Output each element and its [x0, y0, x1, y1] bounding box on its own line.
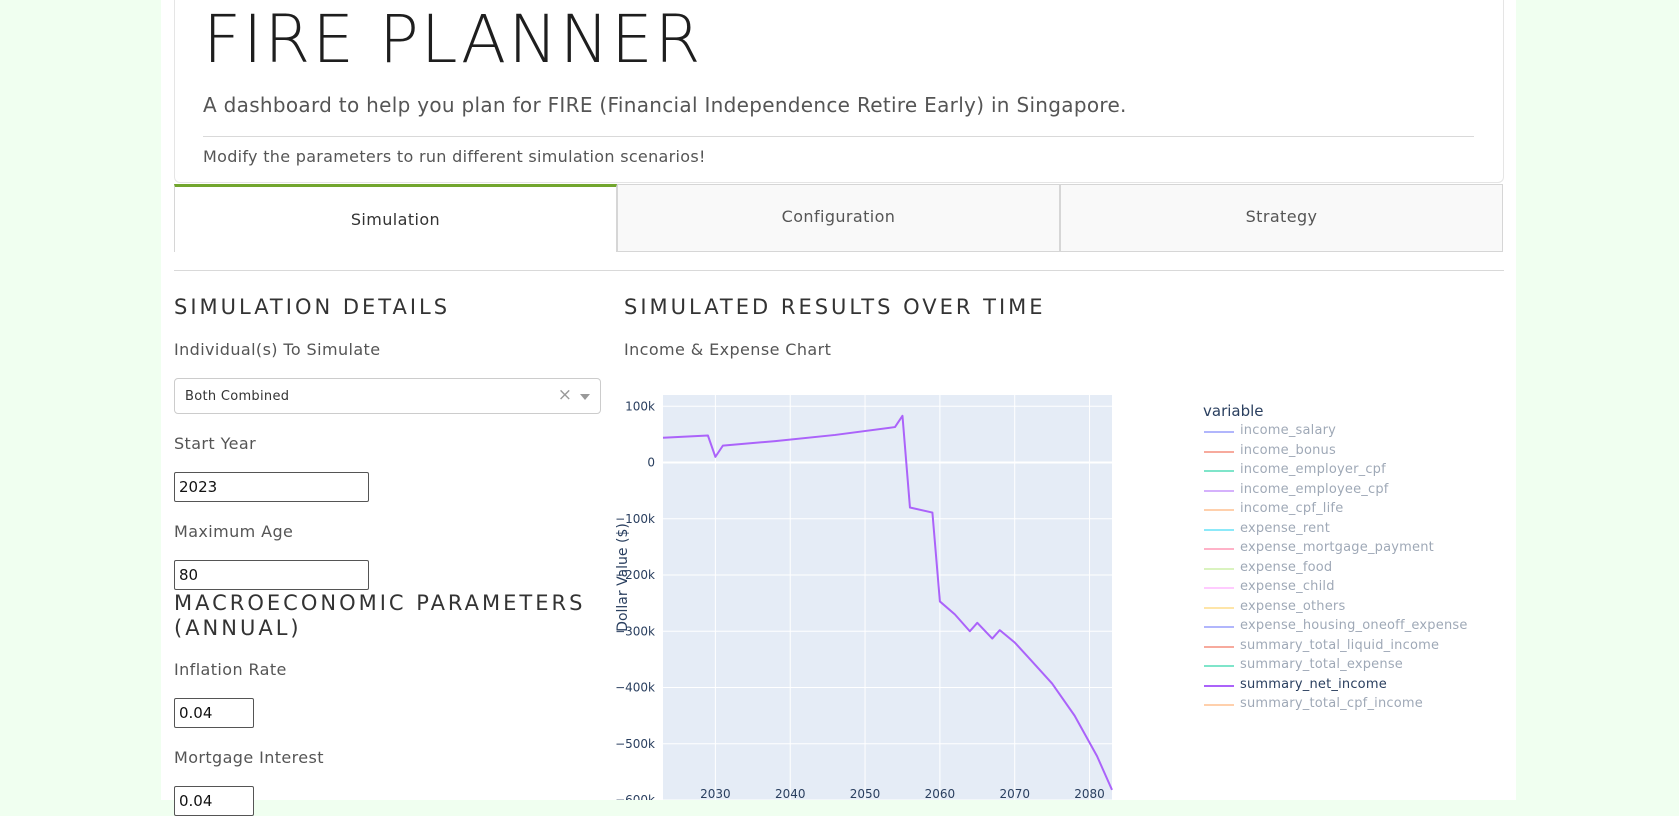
y-tick-label: −300k — [615, 624, 655, 638]
legend-item-income_employer_cpf[interactable]: income_employer_cpf — [1204, 462, 1504, 480]
tab-divider — [174, 270, 1504, 271]
legend-label: expense_others — [1240, 598, 1346, 614]
legend-swatch — [1204, 548, 1234, 550]
page-container: FIRE PLANNER A dashboard to help you pla… — [161, 0, 1516, 816]
legend-swatch — [1204, 450, 1234, 453]
macro-parameters-title-line2: (ANNUAL) — [174, 616, 302, 640]
legend-label: income_salary — [1240, 423, 1337, 438]
legend-label: income_cpf_life — [1240, 501, 1344, 516]
max-age-label: Maximum Age — [174, 522, 294, 541]
tab-configuration[interactable]: Configuration — [617, 184, 1060, 252]
legend-label: summary_total_liquid_income — [1240, 637, 1440, 653]
x-tick-label: 2060 — [925, 787, 956, 800]
legend-swatch — [1204, 645, 1234, 648]
page-title: FIRE PLANNER — [203, 1, 703, 78]
y-tick-label: 0 — [647, 456, 655, 470]
header-note: Modify the parameters to run different s… — [203, 147, 706, 166]
legend-label: expense_food — [1240, 559, 1333, 575]
legend-item-summary_total_cpf_income[interactable]: summary_total_cpf_income — [1204, 696, 1504, 714]
legend-swatch — [1204, 431, 1234, 433]
chart-label: Income & Expense Chart — [624, 340, 832, 359]
x-tick-label: 2050 — [850, 787, 881, 800]
legend-swatch — [1204, 665, 1234, 667]
simulation-details-title: SIMULATION DETAILS — [174, 295, 451, 319]
legend-item-income_cpf_life[interactable]: income_cpf_life — [1204, 501, 1504, 519]
legend-label: expense_child — [1240, 579, 1335, 594]
y-tick-label: 100k — [625, 399, 655, 413]
inflation-label: Inflation Rate — [174, 660, 287, 679]
legend-swatch — [1204, 528, 1234, 531]
chevron-down-icon[interactable] — [580, 394, 590, 400]
legend-title: variable — [1203, 402, 1264, 420]
y-tick-label: −500k — [615, 737, 655, 751]
legend-label: expense_mortgage_payment — [1240, 540, 1434, 555]
y-tick-label: −600k — [615, 793, 655, 800]
y-tick-label: −200k — [615, 568, 655, 582]
legend-swatch — [1204, 587, 1234, 589]
legend-label: summary_net_income — [1240, 676, 1387, 692]
mortgage-interest-label: Mortgage Interest — [174, 748, 324, 767]
legend-item-income_salary[interactable]: income_salary — [1204, 423, 1504, 441]
header-divider — [203, 136, 1474, 137]
legend-label: income_bonus — [1240, 442, 1336, 458]
legend-item-summary_net_income[interactable]: summary_net_income — [1204, 677, 1504, 695]
x-tick-label: 2070 — [999, 787, 1030, 800]
x-tick-label: 2030 — [700, 787, 731, 800]
mortgage-interest-input[interactable] — [174, 786, 254, 816]
individuals-select[interactable]: Both Combined × — [174, 378, 601, 414]
legend-swatch — [1204, 606, 1234, 609]
y-tick-label: −100k — [615, 512, 655, 526]
legend-swatch — [1204, 489, 1234, 492]
x-tick-label: 2040 — [775, 787, 806, 800]
legend-item-summary_total_liquid_income[interactable]: summary_total_liquid_income — [1204, 638, 1504, 656]
y-tick-label: −400k — [615, 681, 655, 695]
legend-swatch — [1204, 684, 1234, 687]
start-year-label: Start Year — [174, 434, 257, 453]
series-line-summary_net_income — [662, 414, 1113, 791]
legend-swatch — [1204, 470, 1234, 472]
legend-label: expense_housing_oneoff_expense — [1240, 618, 1468, 633]
legend-label: income_employee_cpf — [1240, 481, 1389, 497]
inflation-input[interactable] — [174, 698, 254, 728]
page-subtitle: A dashboard to help you plan for FIRE (F… — [203, 93, 1127, 117]
individuals-select-value: Both Combined — [185, 389, 290, 404]
legend-swatch — [1204, 509, 1234, 511]
legend-swatch — [1204, 704, 1234, 706]
plot-background — [663, 395, 1112, 800]
legend-item-income_bonus[interactable]: income_bonus — [1204, 443, 1504, 461]
header-card: FIRE PLANNER A dashboard to help you pla… — [174, 0, 1504, 183]
macro-parameters-title-line1: MACROECONOMIC PARAMETERS — [174, 591, 586, 615]
tab-bar: Simulation Configuration Strategy — [174, 184, 1504, 254]
legend-item-expense_housing_oneoff_expense[interactable]: expense_housing_oneoff_expense — [1204, 618, 1504, 636]
legend-item-summary_total_expense[interactable]: summary_total_expense — [1204, 657, 1504, 675]
legend-item-expense_food[interactable]: expense_food — [1204, 560, 1504, 578]
legend-label: income_employer_cpf — [1240, 462, 1386, 477]
legend-label: summary_total_cpf_income — [1240, 696, 1423, 711]
x-tick-label: 2080 — [1074, 787, 1105, 800]
legend-item-expense_child[interactable]: expense_child — [1204, 579, 1504, 597]
tab-simulation[interactable]: Simulation — [174, 184, 617, 252]
legend-swatch — [1204, 626, 1234, 628]
results-title: SIMULATED RESULTS OVER TIME — [624, 295, 1046, 319]
income-expense-chart[interactable]: 2030 2040 2050 2060 2070 2080 100k 0 −100k −200k −… — [612, 375, 1192, 800]
legend-item-expense_others[interactable]: expense_others — [1204, 599, 1504, 617]
legend-swatch — [1204, 567, 1234, 570]
max-age-input[interactable] — [174, 560, 369, 590]
individuals-label: Individual(s) To Simulate — [174, 340, 381, 359]
legend-item-expense_rent[interactable]: expense_rent — [1204, 521, 1504, 539]
legend-label: expense_rent — [1240, 520, 1331, 536]
start-year-input[interactable] — [174, 472, 369, 502]
y-axis-label: Dollar Value ($) — [615, 523, 631, 632]
legend-item-expense_mortgage_payment[interactable]: expense_mortgage_payment — [1204, 540, 1504, 558]
clear-icon[interactable]: × — [557, 385, 572, 405]
legend-label: summary_total_expense — [1240, 657, 1403, 672]
tab-strategy[interactable]: Strategy — [1060, 184, 1503, 252]
legend-item-income_employee_cpf[interactable]: income_employee_cpf — [1204, 482, 1504, 500]
